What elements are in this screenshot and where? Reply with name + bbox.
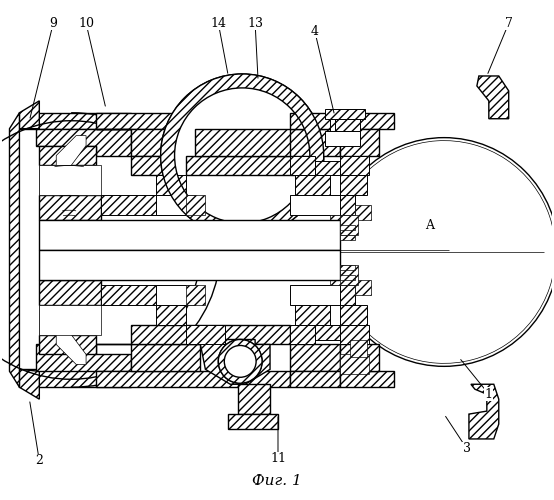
Polygon shape: [335, 118, 360, 130]
Text: 13: 13: [247, 17, 263, 30]
Polygon shape: [350, 340, 367, 357]
Polygon shape: [340, 196, 355, 215]
Polygon shape: [186, 196, 206, 215]
Polygon shape: [325, 109, 365, 118]
Polygon shape: [340, 225, 355, 230]
Polygon shape: [39, 280, 101, 304]
Polygon shape: [340, 344, 379, 372]
Polygon shape: [340, 265, 357, 285]
Polygon shape: [96, 344, 201, 372]
Polygon shape: [340, 235, 355, 240]
Polygon shape: [101, 196, 161, 215]
Polygon shape: [156, 285, 196, 304]
Polygon shape: [340, 324, 370, 344]
Text: 2: 2: [35, 454, 43, 468]
Polygon shape: [156, 176, 186, 196]
Circle shape: [330, 138, 554, 366]
Polygon shape: [19, 370, 39, 399]
Polygon shape: [39, 196, 101, 220]
Polygon shape: [186, 285, 206, 304]
Polygon shape: [290, 372, 340, 387]
Polygon shape: [290, 324, 315, 344]
Polygon shape: [238, 384, 270, 414]
Polygon shape: [330, 265, 345, 285]
Polygon shape: [340, 156, 370, 176]
Polygon shape: [340, 176, 367, 196]
Polygon shape: [156, 304, 186, 324]
Polygon shape: [101, 285, 161, 304]
Polygon shape: [290, 196, 340, 215]
Polygon shape: [228, 414, 278, 429]
Polygon shape: [196, 128, 295, 156]
Polygon shape: [131, 324, 290, 344]
Text: 10: 10: [78, 17, 94, 30]
Text: 11: 11: [270, 452, 286, 466]
Polygon shape: [39, 250, 340, 280]
Polygon shape: [9, 113, 19, 387]
Polygon shape: [39, 146, 96, 166]
Polygon shape: [96, 113, 290, 128]
Polygon shape: [186, 156, 295, 176]
Polygon shape: [39, 334, 96, 354]
Polygon shape: [340, 128, 379, 156]
Polygon shape: [131, 156, 290, 176]
Polygon shape: [340, 372, 394, 387]
Polygon shape: [330, 215, 345, 235]
Polygon shape: [19, 101, 39, 128]
Polygon shape: [340, 304, 367, 324]
Polygon shape: [325, 130, 360, 146]
Polygon shape: [340, 113, 394, 128]
Polygon shape: [290, 156, 315, 176]
Circle shape: [161, 74, 324, 237]
Wedge shape: [218, 340, 262, 384]
Text: Фиг. 1: Фиг. 1: [252, 474, 302, 488]
Text: 9: 9: [49, 17, 57, 30]
Wedge shape: [161, 74, 324, 237]
Text: 14: 14: [211, 17, 227, 30]
Polygon shape: [330, 109, 355, 116]
Circle shape: [218, 340, 262, 384]
Polygon shape: [290, 344, 340, 372]
Polygon shape: [290, 285, 340, 304]
Text: A: A: [425, 218, 434, 232]
Polygon shape: [315, 324, 340, 340]
Polygon shape: [340, 275, 355, 280]
Polygon shape: [469, 384, 499, 439]
Polygon shape: [57, 334, 86, 364]
Polygon shape: [39, 220, 340, 250]
Polygon shape: [19, 370, 131, 387]
Polygon shape: [96, 128, 201, 156]
Polygon shape: [39, 166, 101, 196]
Polygon shape: [295, 176, 330, 196]
Polygon shape: [186, 324, 225, 344]
Polygon shape: [340, 354, 370, 374]
Polygon shape: [340, 265, 355, 270]
Polygon shape: [156, 196, 196, 215]
Polygon shape: [96, 372, 290, 387]
Text: 4: 4: [311, 24, 319, 38]
Polygon shape: [340, 215, 357, 235]
Polygon shape: [39, 304, 101, 334]
Polygon shape: [290, 128, 340, 156]
Polygon shape: [295, 304, 330, 324]
Polygon shape: [340, 285, 355, 304]
Text: 1: 1: [485, 388, 493, 400]
Polygon shape: [57, 136, 86, 166]
Polygon shape: [477, 76, 509, 118]
Polygon shape: [37, 344, 131, 372]
Polygon shape: [355, 280, 372, 294]
Text: 7: 7: [505, 17, 512, 30]
Polygon shape: [19, 113, 131, 128]
Polygon shape: [315, 160, 340, 176]
Polygon shape: [290, 113, 340, 128]
Text: 3: 3: [463, 442, 471, 456]
Polygon shape: [201, 340, 270, 384]
Polygon shape: [355, 205, 372, 220]
Polygon shape: [37, 128, 131, 156]
Polygon shape: [330, 116, 360, 130]
